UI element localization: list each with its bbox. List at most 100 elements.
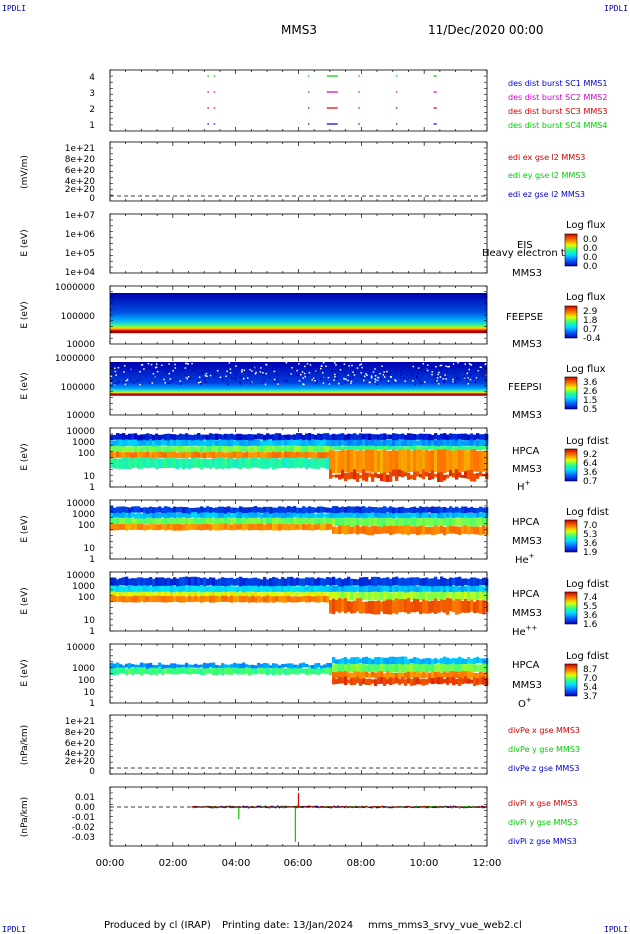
spectrogram-pixel — [314, 663, 318, 671]
spectrogram-pixel — [461, 440, 465, 447]
spectrogram-pixel — [209, 458, 213, 469]
spectrogram-pixel — [383, 525, 387, 534]
spectrogram-pixel — [361, 366, 363, 369]
spectrogram-pixel — [242, 596, 246, 603]
spectrogram-pixel — [350, 506, 354, 514]
spectrogram-pixel — [374, 513, 378, 519]
spectrogram-pixel — [314, 513, 318, 518]
spectrogram-pixel — [410, 474, 414, 480]
spectrogram-pixel — [365, 671, 369, 678]
spectrogram-pixel — [134, 506, 138, 513]
spectrogram-pixel — [404, 380, 406, 382]
spectrogram-pixel — [296, 451, 300, 459]
spectrogram-pixel — [329, 600, 333, 614]
spectrogram-pixel — [221, 577, 225, 586]
spectrogram-pixel — [119, 513, 123, 519]
ytick-label: -0.01 — [72, 813, 95, 823]
spectrogram-pixel — [110, 506, 114, 514]
spectrogram-pixel — [350, 578, 354, 586]
spectrogram-pixel — [275, 577, 279, 587]
spectrogram-pixel — [122, 512, 126, 518]
spectrogram-pixel — [479, 585, 483, 593]
spectrogram-pixel — [158, 434, 162, 441]
spectrogram-pixel — [392, 507, 396, 514]
spectrogram-pixel — [350, 434, 354, 440]
ytick-label: 4e+20 — [65, 177, 96, 187]
spectrogram-pixel — [389, 434, 393, 440]
spectrogram-pixel — [215, 518, 219, 525]
spectrogram-pixel — [341, 383, 343, 385]
spectrogram-pixel — [275, 585, 279, 592]
spectrogram-pixel — [476, 656, 480, 664]
spectrogram-pixel — [371, 585, 375, 593]
axis-ylabel: E (eV) — [20, 587, 30, 614]
spectrogram-pixel — [392, 677, 396, 685]
spectrogram-pixel — [389, 525, 393, 536]
spectrogram-pixel — [443, 433, 447, 440]
spectrogram-pixel — [309, 364, 312, 366]
spectrogram-pixel — [203, 517, 207, 524]
spectrogram-pixel — [381, 365, 383, 367]
spectrogram-pixel — [236, 445, 240, 453]
spectrogram-pixel — [233, 662, 237, 668]
spectrogram-pixel — [434, 525, 438, 535]
spectrogram-pixel — [164, 664, 168, 669]
spectrogram-pixel — [440, 591, 444, 601]
spectrogram-pixel — [155, 524, 159, 531]
spectrogram-pixel — [457, 362, 459, 364]
spectrogram-pixel — [440, 663, 444, 673]
spectrogram-pixel — [473, 440, 477, 446]
spectrogram-pixel — [296, 668, 300, 675]
spectrogram-pixel — [317, 513, 321, 518]
spectrogram-pixel — [379, 378, 382, 381]
spectrogram-pixel — [443, 678, 447, 684]
spectrogram-pixel — [287, 439, 291, 447]
spectrogram-pixel — [239, 668, 243, 675]
spectrogram-pixel — [299, 578, 303, 588]
spectrogram-pixel — [377, 474, 381, 479]
spectrogram-pixel — [266, 579, 270, 588]
spectrogram-pixel — [185, 576, 189, 586]
spectrogram-pixel — [305, 595, 309, 603]
spectrogram-pixel — [472, 377, 475, 380]
spectrogram-pixel — [259, 362, 262, 364]
spectrogram-pixel — [356, 446, 360, 451]
spectrogram-pixel — [473, 672, 477, 679]
ytick-label: 1e+06 — [65, 230, 96, 240]
spectrogram-pixel — [458, 664, 462, 673]
spectrogram-pixel — [360, 372, 362, 374]
spectrogram-pixel — [431, 591, 435, 601]
spectrogram-pixel — [173, 663, 177, 669]
spectrogram-pixel — [374, 576, 378, 587]
spectrogram-pixel — [386, 591, 390, 600]
spectrogram-pixel — [404, 472, 408, 477]
spectrogram-pixel — [179, 664, 183, 671]
spectrogram-pixel — [470, 512, 474, 519]
spectrogram-pixel — [255, 371, 257, 374]
spectrogram-pixel — [311, 458, 315, 469]
spectrogram-pixel — [482, 445, 486, 450]
spectrogram-pixel — [257, 507, 261, 514]
spectrogram-pixel — [464, 363, 466, 365]
spectrogram-pixel — [350, 657, 354, 666]
spectrogram-pixel — [320, 440, 324, 447]
spectrogram-pixel — [131, 596, 135, 603]
spectrogram-pixel — [458, 472, 462, 478]
spectrogram-pixel — [443, 446, 447, 450]
spectrogram-pixel — [185, 513, 189, 518]
spectrogram-pixel — [484, 363, 487, 366]
spectrogram-pixel — [146, 578, 150, 588]
spectrogram-pixel — [156, 370, 159, 373]
spacecraft-label: MMS3 — [512, 268, 542, 279]
spectrogram-pixel — [452, 439, 456, 447]
spectrogram-pixel — [266, 523, 270, 531]
spectrogram-pixel — [167, 382, 169, 384]
spectrogram-pixel — [221, 378, 224, 381]
colorbar-tick: 0.0 — [583, 253, 598, 263]
spectrogram-pixel — [461, 586, 465, 593]
spectrogram-pixel — [446, 672, 450, 678]
spectrogram-pixel — [155, 595, 159, 603]
colorbar-tick: 1.5 — [583, 396, 597, 406]
instrument-name: HPCA — [512, 589, 540, 600]
spectrogram-pixel — [410, 577, 414, 588]
